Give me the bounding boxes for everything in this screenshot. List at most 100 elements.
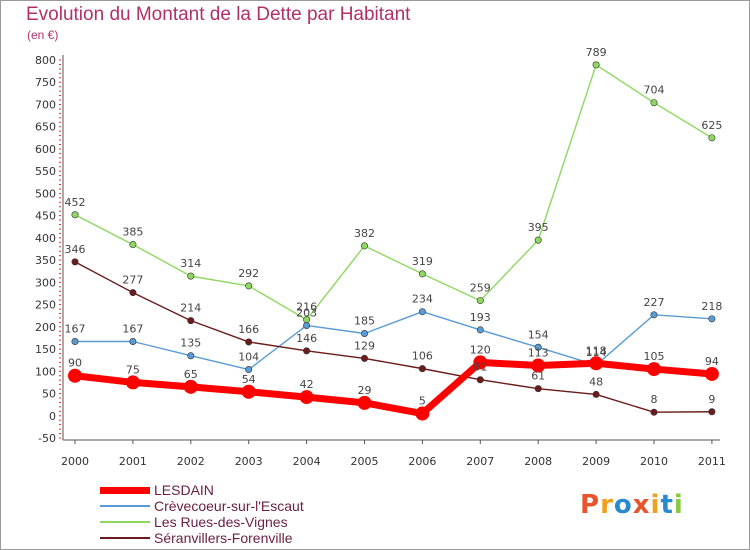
y-tick-label: 400: [35, 232, 56, 245]
series-0-point: [125, 375, 140, 390]
proxiti-logo: Proxiti: [580, 490, 684, 520]
data-label: 704: [644, 84, 665, 97]
series-layer: [68, 61, 719, 421]
legend-label: Crèvecoeur-sur-l'Escaut: [154, 498, 304, 514]
data-label: 234: [412, 293, 433, 306]
data-label: 75: [126, 363, 140, 376]
series-2-point: [708, 134, 716, 142]
series-0-point: [183, 379, 198, 394]
x-tick-label: 2005: [351, 455, 379, 468]
data-label: 625: [701, 119, 722, 132]
series-1-point: [418, 308, 426, 316]
series-1-point: [650, 311, 658, 319]
x-tick-label: 2009: [582, 455, 610, 468]
data-label: 214: [180, 302, 201, 315]
series-0-point: [589, 356, 604, 371]
series-0-point: [473, 355, 488, 370]
series-0-point: [531, 358, 546, 373]
series-0-point: [68, 368, 82, 383]
series-2-point: [476, 297, 484, 305]
data-label: 54: [242, 373, 256, 386]
data-label: 94: [705, 355, 719, 368]
series-2-point: [592, 61, 600, 69]
y-tick-label: 0: [49, 410, 56, 423]
data-label: 193: [470, 311, 491, 324]
logo-letter: x: [632, 490, 651, 520]
legend-swatch: [100, 486, 150, 494]
series-3-point: [245, 338, 253, 346]
data-label: 382: [354, 227, 375, 240]
series-3-point: [360, 354, 368, 362]
series-2-point: [71, 211, 79, 219]
legend-swatch: [100, 537, 150, 539]
x-tick-label: 2011: [698, 455, 726, 468]
y-tick-label: 50: [42, 388, 56, 401]
data-label: 8: [651, 393, 658, 406]
series-2-point: [418, 270, 426, 278]
y-tick-label: 550: [35, 165, 56, 178]
chart-title: Evolution du Montant de la Dette par Hab…: [26, 4, 411, 25]
data-label: 135: [180, 337, 201, 350]
series-2-point: [129, 241, 137, 249]
chart-axes: [59, 55, 720, 441]
data-label: 167: [65, 322, 86, 335]
series-1-point: [303, 321, 311, 329]
logo-letter: r: [600, 490, 614, 520]
series-1-point: [476, 326, 484, 334]
data-label: 129: [354, 339, 375, 352]
legend-swatch: [100, 521, 150, 523]
y-tick-label: 150: [35, 343, 56, 356]
x-tick-label: 2003: [235, 455, 263, 468]
data-label: 90: [68, 357, 82, 370]
series-0-point: [357, 395, 372, 410]
data-label: 113: [528, 347, 549, 360]
y-tick-label: 750: [35, 76, 56, 89]
x-tick-label: 2002: [177, 455, 205, 468]
x-tick-label: 2010: [640, 455, 668, 468]
data-label: 61: [531, 370, 545, 383]
legend-label: LESDAIN: [154, 482, 214, 498]
data-label: 146: [296, 332, 317, 345]
series-3-point: [187, 317, 195, 325]
logo-letter: P: [580, 490, 601, 520]
legend-item: Crèvecoeur-sur-l'Escaut: [100, 498, 360, 514]
data-label: 48: [589, 375, 603, 388]
data-label: 203: [296, 306, 317, 319]
series-3-point: [303, 347, 311, 355]
x-tick-label: 2008: [524, 455, 552, 468]
series-3-point: [129, 289, 137, 297]
y-tick-label: 700: [35, 98, 56, 111]
data-label: 259: [470, 282, 491, 295]
series-2-point: [245, 282, 253, 290]
data-label: 106: [412, 350, 433, 363]
data-label: 81: [473, 361, 487, 374]
data-label: 29: [358, 384, 372, 397]
series-line-2: [74, 64, 713, 321]
y-tick-label: 300: [35, 276, 56, 289]
series-3-point: [534, 385, 542, 393]
series-1-point: [187, 352, 195, 360]
series-line-1: [74, 311, 713, 371]
series-1-point: [534, 343, 542, 351]
series-1-point: [129, 337, 137, 345]
y-tick-label: 100: [35, 365, 56, 378]
series-2-point: [650, 99, 658, 107]
series-3-point: [650, 408, 658, 416]
series-line-0: [71, 358, 716, 418]
x-tick-label: 2001: [119, 455, 147, 468]
x-tick-label: 2004: [293, 455, 321, 468]
y-tick-label: 250: [35, 299, 56, 312]
y-tick-label: 450: [35, 210, 56, 223]
data-label: 227: [644, 296, 665, 309]
y-tick-label: 350: [35, 254, 56, 267]
data-label: 452: [65, 196, 86, 209]
y-tick-label: 800: [35, 54, 56, 67]
series-1-point: [71, 337, 79, 345]
series-3-point: [418, 365, 426, 373]
series-3-point: [708, 408, 716, 416]
data-label: 789: [586, 46, 607, 59]
y-tick-label: -50: [38, 432, 56, 445]
data-label: 9: [708, 393, 715, 406]
